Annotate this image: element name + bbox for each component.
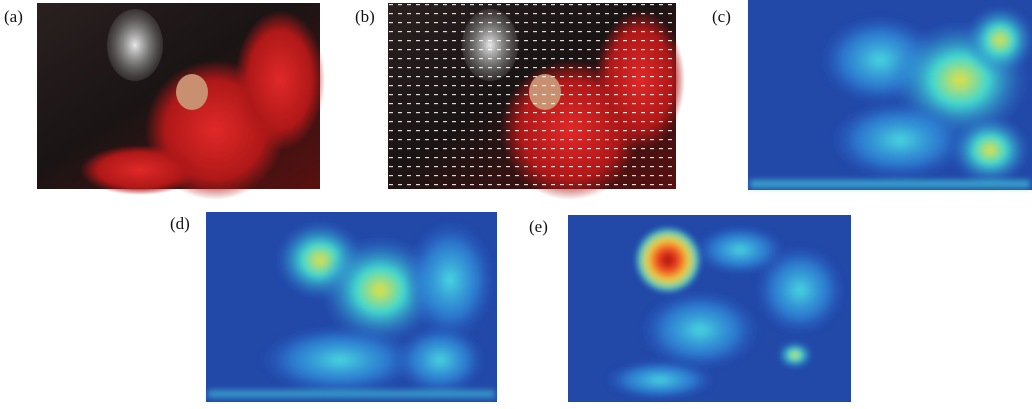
panel-label: (b): [355, 7, 375, 26]
flow-vectors: [388, 3, 676, 189]
panel-a: (a): [4, 3, 325, 200]
panel-label: (e): [529, 217, 548, 236]
panel-e: (e): [529, 215, 851, 402]
panel-b: (b): [355, 3, 685, 200]
trophy: [107, 9, 163, 81]
crowd: [80, 145, 200, 195]
crowd: [235, 10, 325, 150]
panel-label: (d): [170, 214, 190, 233]
panel-c: (c): [712, 0, 1032, 190]
panel-label: (a): [4, 7, 23, 26]
panel-label: (c): [712, 7, 731, 26]
panel-d: (d): [170, 212, 497, 402]
face: [176, 74, 208, 110]
figure: (a) (b) (c) (d): [0, 0, 1032, 404]
